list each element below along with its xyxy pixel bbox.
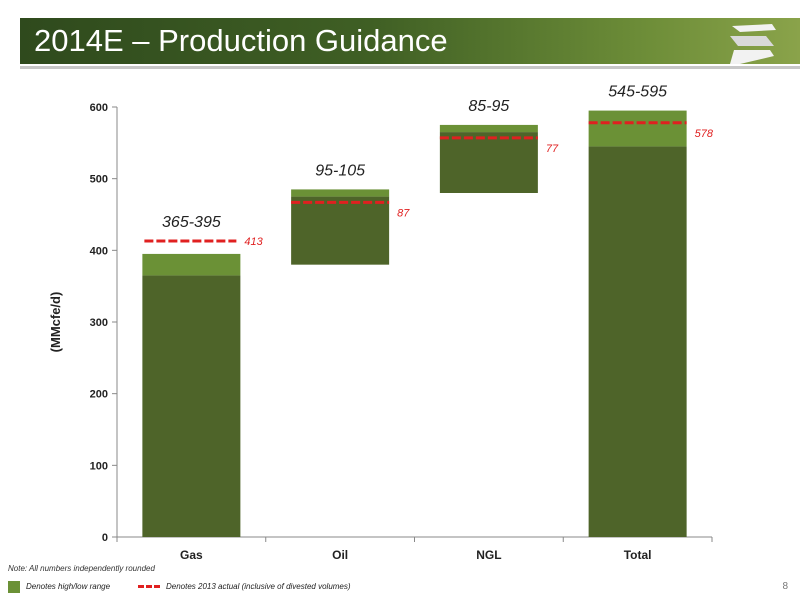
title-divider: [20, 66, 800, 69]
range-label-oil: 95-105: [315, 162, 365, 179]
x-category-label-oil: Oil: [332, 548, 348, 562]
bar-gas-range: [142, 253, 241, 276]
x-category-label-gas: Gas: [180, 548, 203, 562]
bar-ngl-base: [439, 132, 538, 193]
title-bar: 2014E – Production Guidance: [20, 18, 800, 64]
actual-label-gas: 413: [244, 236, 263, 248]
legend-range-swatch: [8, 581, 20, 593]
legend-range-label: Denotes high/low range: [26, 582, 111, 591]
y-tick-label: 0: [102, 532, 108, 544]
bar-ngl-range: [439, 124, 538, 133]
range-label-gas: 365-395: [162, 214, 221, 231]
actual-label-total: 578: [695, 128, 714, 140]
bar-total-range: [588, 110, 687, 147]
company-logo-icon: [730, 24, 776, 64]
y-tick-label: 500: [90, 174, 108, 186]
y-axis-title: (MMcfe/d): [48, 292, 63, 353]
range-label-total: 545-595: [608, 84, 667, 101]
actual-label-ngl: 77: [546, 143, 559, 155]
footnote: Note: All numbers independently rounded: [8, 564, 155, 573]
y-tick-label: 300: [90, 317, 108, 329]
x-category-label-total: Total: [624, 548, 652, 562]
slide-title: 2014E – Production Guidance: [34, 23, 448, 58]
bar-oil-range: [291, 189, 390, 197]
bar-gas-base: [142, 275, 241, 537]
range-label-ngl: 85-95: [468, 98, 509, 115]
bar-oil-base: [291, 196, 390, 265]
legend-actual-dash: [138, 585, 160, 588]
y-tick-label: 600: [90, 102, 108, 114]
x-category-label-ngl: NGL: [476, 548, 501, 562]
legend-actual-label: Denotes 2013 actual (inclusive of divest…: [166, 582, 351, 591]
page-number: 8: [782, 581, 788, 592]
actual-label-oil: 87: [397, 207, 410, 219]
y-tick-label: 100: [90, 460, 108, 472]
bar-total-base: [588, 146, 687, 537]
y-tick-label: 400: [90, 245, 108, 257]
y-tick-label: 200: [90, 389, 108, 401]
